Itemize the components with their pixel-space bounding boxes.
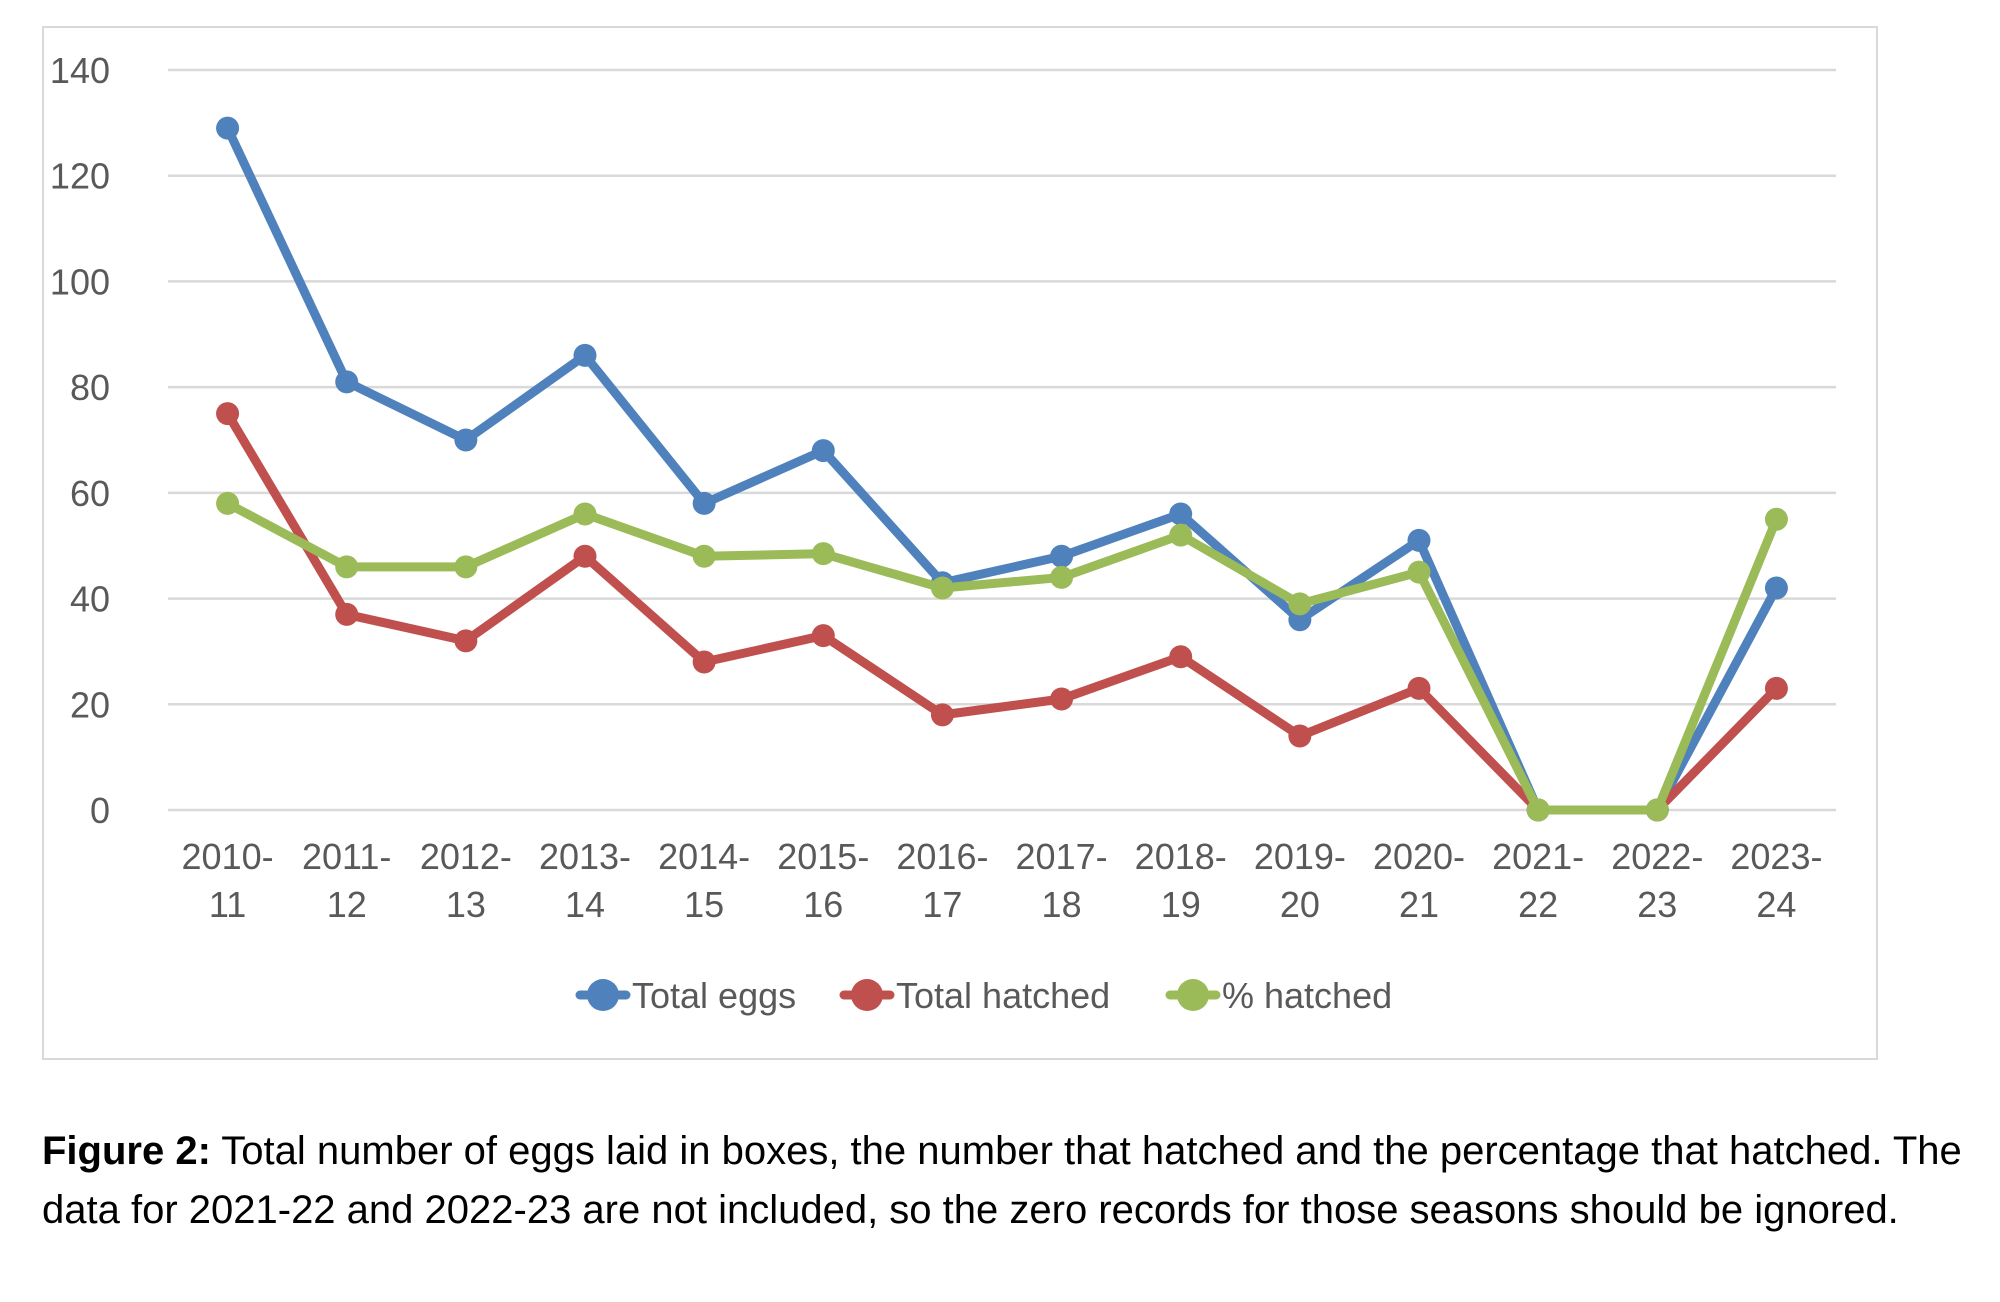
y-tick-label: 40 (70, 579, 110, 620)
data-point-hatched (1526, 798, 1550, 822)
x-tick-label: 2018- (1135, 836, 1227, 877)
data-point-hatched (454, 555, 478, 579)
data-point-total-hatched (1169, 645, 1193, 669)
data-point-total-hatched (454, 629, 478, 653)
y-tick-label: 80 (70, 367, 110, 408)
data-point-hatched (1407, 560, 1431, 584)
series-hatched (216, 491, 1788, 822)
x-axis-tick-labels: 2010- 11 2011- 12 2012- 13 2013- 14 2014- 15 2015-… (182, 836, 1823, 925)
x-tick-label: 2012- (420, 836, 512, 877)
legend-swatch-marker (1177, 979, 1209, 1011)
series-line-hatched (223, 498, 1781, 815)
data-point-hatched (1050, 565, 1074, 589)
x-tick-label: 21 (1399, 884, 1439, 925)
data-point-total-hatched (216, 402, 240, 426)
x-tick-label: 2017- (1016, 836, 1108, 877)
caption-label: Figure 2: (42, 1129, 211, 1173)
x-tick-label: 13 (446, 884, 486, 925)
x-tick-label: 15 (684, 884, 724, 925)
data-point-total-eggs (1288, 608, 1312, 632)
legend-swatch-marker (851, 979, 883, 1011)
data-point-total-hatched (1050, 687, 1074, 711)
data-point-total-hatched (692, 650, 716, 674)
x-tick-label: 2015- (777, 836, 869, 877)
data-point-total-hatched (811, 624, 835, 648)
x-tick-label: 11 (209, 884, 246, 925)
data-point-hatched (1169, 523, 1193, 547)
legend-label: Total hatched (896, 975, 1110, 1016)
x-tick-label: 22 (1518, 884, 1558, 925)
legend-label: Total eggs (632, 975, 796, 1016)
series-total-hatched (216, 402, 1788, 822)
grid-lines (168, 68, 1836, 812)
data-point-total-eggs (335, 370, 359, 394)
data-point-total-eggs (1407, 528, 1431, 552)
y-tick-label: 120 (50, 156, 110, 197)
data-point-total-eggs (573, 343, 597, 367)
x-tick-label: 2023- (1730, 836, 1822, 877)
x-tick-label: 19 (1161, 884, 1201, 925)
data-point-total-eggs (1169, 502, 1193, 526)
data-point-hatched (1764, 507, 1788, 531)
y-tick-label: 60 (70, 473, 110, 514)
x-tick-label: 20 (1280, 884, 1320, 925)
data-point-total-eggs (1764, 576, 1788, 600)
x-tick-label: 2019- (1254, 836, 1346, 877)
x-tick-label: 18 (1042, 884, 1082, 925)
data-point-total-hatched (930, 703, 954, 727)
series-line-total-hatched (223, 409, 1781, 815)
data-point-total-hatched (1764, 676, 1788, 700)
x-tick-label: 14 (565, 884, 605, 925)
data-point-total-eggs (216, 116, 240, 140)
x-tick-label: 24 (1756, 884, 1796, 925)
x-tick-label: 2013- (539, 836, 631, 877)
data-point-total-eggs (692, 491, 716, 515)
x-tick-label: 2010- (182, 836, 274, 877)
data-point-hatched (1288, 592, 1312, 616)
y-tick-label: 0 (90, 790, 110, 831)
series-total-eggs (216, 116, 1788, 822)
series-layer (216, 116, 1788, 822)
x-tick-label: 2020- (1373, 836, 1465, 877)
data-point-hatched (216, 491, 240, 515)
data-point-total-hatched (1407, 676, 1431, 700)
data-point-hatched (692, 544, 716, 568)
x-tick-label: 23 (1637, 884, 1677, 925)
x-tick-label: 17 (922, 884, 962, 925)
data-point-hatched (1645, 798, 1669, 822)
legend-item-total-hatched: Total hatched (839, 975, 1110, 1016)
legend-item-hatched: % hatched (1165, 975, 1392, 1016)
y-tick-label: 20 (70, 684, 110, 725)
x-tick-label: 2016- (896, 836, 988, 877)
legend: Total eggs Total hatched % hatched (575, 975, 1392, 1016)
data-point-total-hatched (1288, 724, 1312, 748)
data-point-hatched (930, 576, 954, 600)
legend-item-total-eggs: Total eggs (575, 975, 796, 1016)
data-point-hatched (811, 542, 835, 566)
data-point-total-hatched (573, 544, 597, 568)
line-chart: 0 20 40 60 80 100 120 140 2010- 11 2011- 12 2012- 13… (50, 50, 1836, 1016)
x-tick-label: 2022- (1611, 836, 1703, 877)
x-tick-label: 16 (803, 884, 843, 925)
data-point-total-eggs (1050, 544, 1074, 568)
data-point-hatched (335, 555, 359, 579)
x-tick-label: 12 (327, 884, 367, 925)
figure-caption: Figure 2: Total number of eggs laid in b… (42, 1122, 1992, 1240)
chart-frame (42, 26, 1878, 1060)
data-point-total-eggs (811, 439, 835, 463)
data-point-total-eggs (454, 428, 478, 452)
x-tick-label: 2021- (1492, 836, 1584, 877)
y-axis-tick-labels: 0 20 40 60 80 100 120 140 (50, 50, 110, 831)
data-point-hatched (573, 502, 597, 526)
legend-label: % hatched (1222, 975, 1392, 1016)
caption-text: Total number of eggs laid in boxes, the … (42, 1129, 1962, 1232)
y-tick-label: 100 (50, 261, 110, 302)
data-point-total-hatched (335, 602, 359, 626)
x-tick-label: 2011- (302, 836, 391, 877)
legend-swatch-marker (587, 979, 619, 1011)
y-tick-label: 140 (50, 50, 110, 91)
x-tick-label: 2014- (658, 836, 750, 877)
